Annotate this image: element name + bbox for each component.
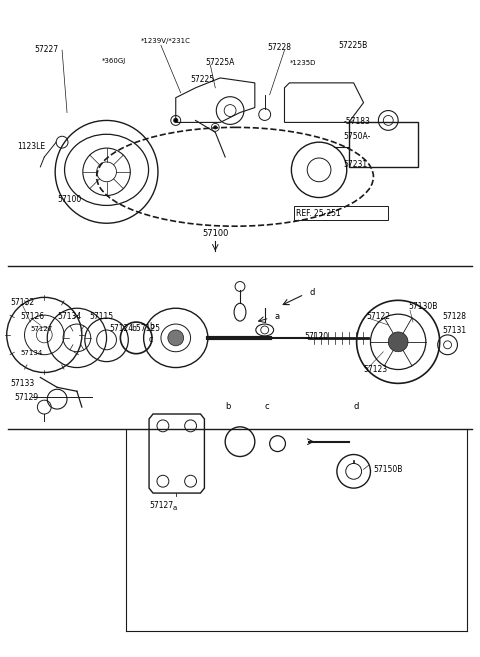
Text: 5750A-: 5750A- (344, 132, 371, 141)
Text: 57115: 57115 (90, 312, 114, 321)
Text: 57225: 57225 (191, 75, 215, 84)
Text: 57231: 57231 (344, 160, 368, 169)
Text: 57124: 57124 (109, 324, 133, 333)
Text: 57100: 57100 (202, 229, 228, 238)
Text: 57225A: 57225A (205, 58, 235, 67)
Text: 57134: 57134 (57, 312, 82, 321)
Text: 57133: 57133 (11, 379, 35, 388)
Text: 1123LE: 1123LE (18, 142, 46, 151)
Text: 57130B: 57130B (408, 302, 437, 311)
Text: a: a (173, 505, 177, 511)
Text: 57123: 57123 (363, 365, 388, 374)
Circle shape (168, 330, 184, 346)
Text: 57228: 57228 (268, 43, 292, 53)
Text: 57225B: 57225B (339, 41, 368, 51)
Text: 57122: 57122 (367, 312, 391, 321)
Bar (294, 206, 388, 220)
Text: c: c (264, 402, 269, 411)
Text: *1239V/*231C: *1239V/*231C (141, 38, 191, 45)
Text: 57131: 57131 (443, 326, 467, 335)
Text: 57127: 57127 (30, 326, 53, 332)
Text: b57125: b57125 (131, 324, 160, 333)
Circle shape (388, 332, 408, 351)
Text: 57132: 57132 (11, 298, 35, 307)
Text: 57128: 57128 (443, 312, 467, 321)
Text: 57100: 57100 (57, 194, 82, 204)
Text: *360GJ: *360GJ (102, 58, 126, 64)
Text: c: c (149, 335, 153, 344)
Text: REF. 25-251: REF. 25-251 (296, 210, 341, 218)
Text: a: a (275, 312, 280, 321)
Text: 57120: 57120 (304, 332, 328, 341)
Text: -57183: -57183 (344, 118, 371, 126)
Text: *1235D: *1235D (289, 60, 316, 66)
Text: d: d (354, 402, 359, 411)
Text: 57129: 57129 (14, 394, 39, 402)
Text: 57127: 57127 (149, 501, 173, 510)
Circle shape (174, 118, 178, 122)
Text: 57126: 57126 (21, 312, 45, 321)
Text: b: b (225, 402, 230, 411)
Bar (349, 122, 418, 167)
Text: 57150B: 57150B (373, 465, 403, 474)
Text: b: b (149, 322, 154, 331)
Circle shape (214, 126, 217, 129)
Text: d: d (309, 288, 314, 298)
Text: 57134: 57134 (21, 350, 43, 355)
Text: 57227: 57227 (35, 45, 59, 55)
